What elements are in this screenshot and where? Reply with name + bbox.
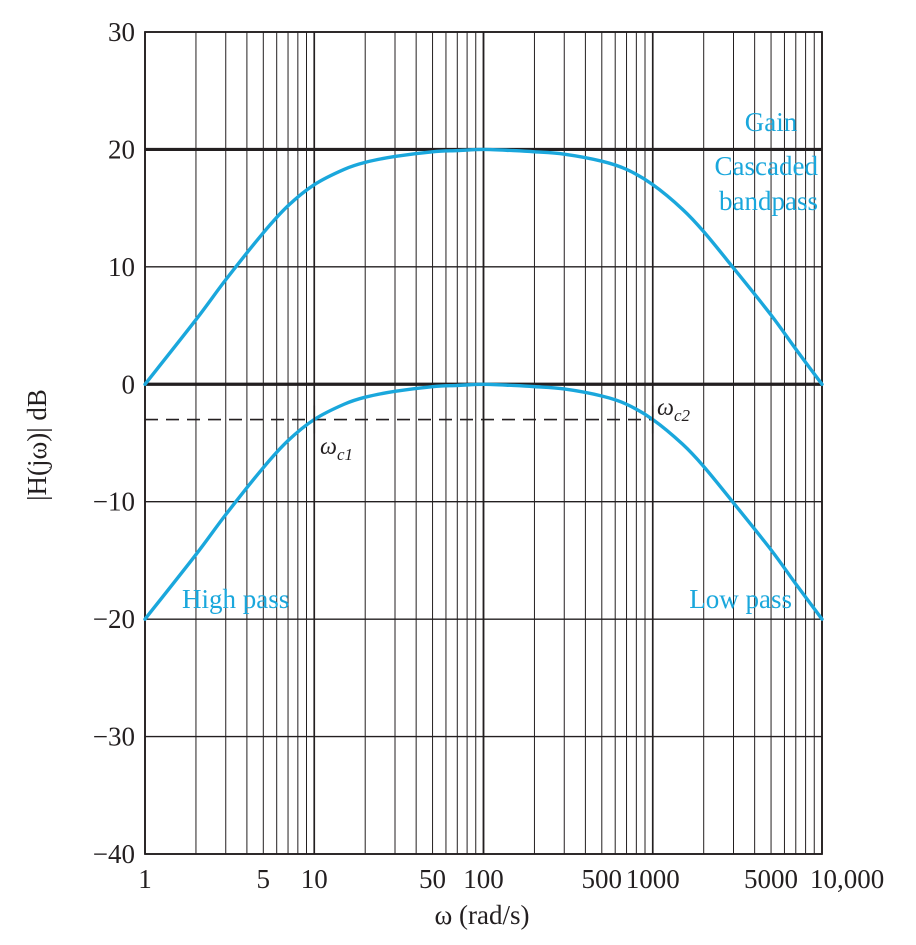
x-tick-label: 5000 [744,864,798,894]
y-tick-label: 0 [122,369,136,399]
x-tick-label: 1000 [626,864,680,894]
plot-frame [144,31,823,855]
cascaded-label-line1: Cascaded [715,151,819,181]
x-tick-label: 5 [257,864,271,894]
high-pass-label: High pass [182,584,289,614]
wc2-label: ωc2 [657,395,690,425]
x-tick-label: 100 [463,864,504,894]
annotations: Gain Cascaded bandpass High pass Low pas… [182,107,818,614]
wc2-label-main: ω [657,395,674,421]
wc1-label-sub: c1 [337,445,353,464]
x-tick-label: 1 [138,864,152,894]
y-axis-title: |H(jω)| dB [22,389,52,501]
series-cascaded-bandpass [143,147,824,386]
series-highpass-lowpass [143,382,824,621]
cutoff-markers [313,405,654,434]
y-tick-label: 30 [108,17,135,47]
x-axis-title: ω (rad/s) [435,900,530,930]
y-tick-label: −40 [93,839,135,869]
x-tick-label: 500 [582,864,623,894]
x-tick-label: 10,000 [810,864,884,894]
y-tick-label: 10 [108,252,135,282]
wc1-label-main: ω [320,434,337,460]
gain-label: Gain [745,107,798,137]
low-pass-label: Low pass [689,584,792,614]
curves [143,147,824,621]
wc1-label: ωc1 [320,434,353,464]
y-tick-label: 20 [108,134,135,164]
x-tick-label: 10 [301,864,328,894]
y-tick-label: −30 [93,722,135,752]
y-tick-label: −10 [93,487,135,517]
grid [144,31,823,855]
x-tick-label: 50 [419,864,446,894]
y-tick-label: −20 [93,604,135,634]
cascaded-label-line2: bandpass [719,186,818,216]
wc2-label-sub: c2 [674,406,691,425]
